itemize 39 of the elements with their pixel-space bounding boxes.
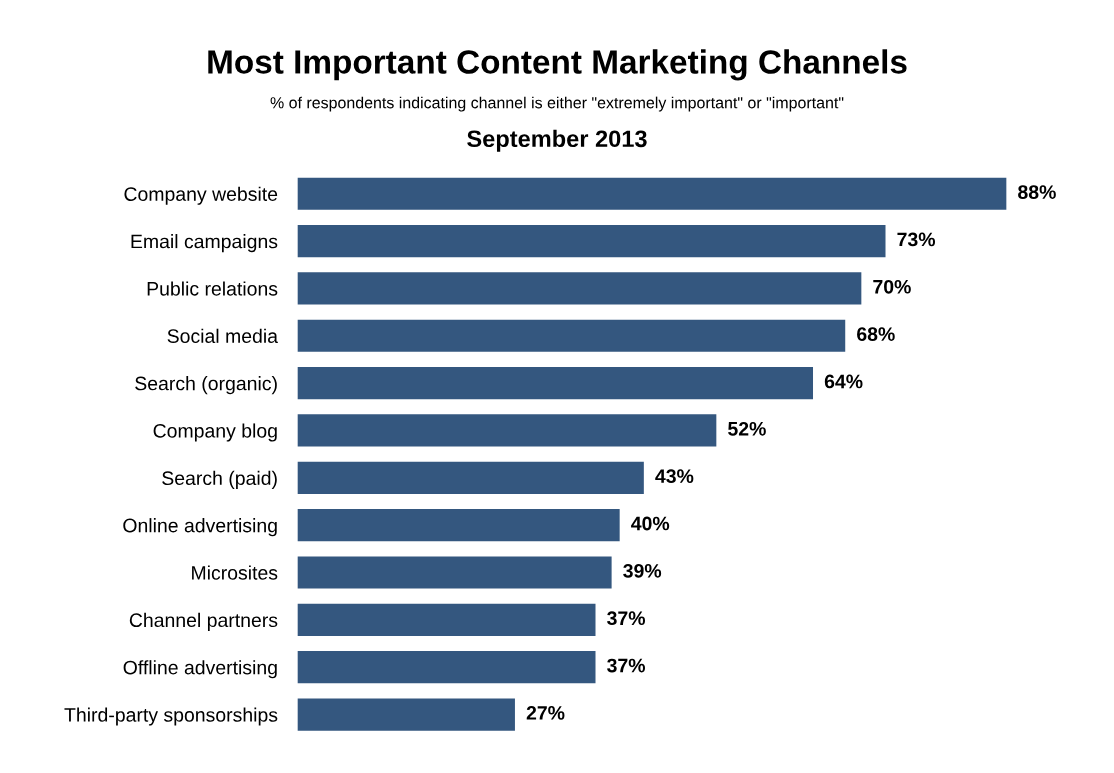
y-tick-label: Third-party sponsorships: [64, 707, 278, 726]
y-tick-label: Public relations: [147, 281, 278, 296]
bar: [297, 461, 644, 494]
y-tick-label: Online advertising: [123, 518, 277, 537]
data-label: 40%: [631, 516, 670, 531]
data-label: 88%: [1018, 185, 1056, 199]
data-label: 37%: [607, 658, 646, 673]
bar: [297, 367, 814, 400]
y-tick-label: Company website: [124, 186, 278, 205]
bar: [297, 224, 886, 258]
bar: [297, 177, 1007, 210]
y-tick-label: Channel partners: [129, 612, 278, 631]
y-tick-label: Social media: [167, 328, 278, 344]
bar: [297, 698, 515, 731]
bar: [297, 556, 612, 589]
y-tick-label: Company blog: [153, 423, 277, 442]
y-tick-label: Search (organic): [135, 376, 277, 395]
data-label: 37%: [607, 611, 646, 626]
y-tick-label: Search (paid): [162, 470, 277, 489]
y-tick-label: Microsites: [192, 565, 278, 580]
text: September 2013: [467, 129, 647, 152]
bar: [297, 603, 596, 636]
data-label: 39%: [623, 563, 662, 578]
y-tick-label: Offline advertising: [123, 660, 277, 679]
bar: [297, 651, 596, 684]
data-label: 68%: [857, 327, 895, 341]
bar: [297, 414, 717, 447]
bar: [297, 272, 862, 305]
data-label: 43%: [655, 469, 694, 484]
data-label: 27%: [526, 705, 565, 720]
data-label: 52%: [728, 421, 766, 436]
bar: [297, 319, 846, 352]
chart-title: Most Important Content Marketing Channels: [208, 49, 907, 81]
data-label: 73%: [897, 232, 936, 247]
data-label: 70%: [873, 279, 911, 294]
chart-subtitle: % of respondents indicating channel is either "extremely important" or "important": [270, 96, 844, 112]
bar: [297, 509, 620, 542]
y-tick-label: Email campaigns: [131, 234, 278, 253]
data-label: 64%: [824, 374, 863, 389]
